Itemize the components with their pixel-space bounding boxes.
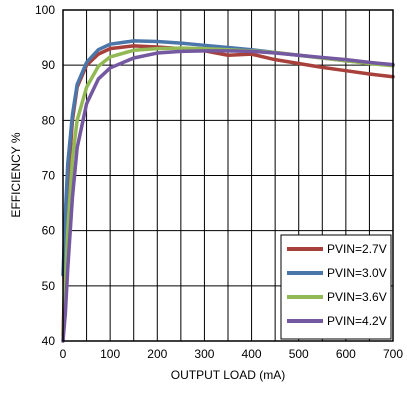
legend-label: PVIN=4.2V	[327, 314, 387, 328]
legend-label: PVIN=3.0V	[327, 266, 387, 280]
x-tick-label: 300	[194, 347, 214, 361]
series-lines	[61, 39, 395, 343]
x-tick-label: 600	[336, 347, 356, 361]
legend-label: PVIN=3.6V	[327, 290, 387, 304]
legend: PVIN=2.7V PVIN=3.0V PVIN=3.6V PVIN=4.2V	[280, 234, 392, 340]
x-tick-label: 100	[100, 347, 120, 361]
y-tick-label: 40	[42, 334, 56, 348]
x-tick-label: 500	[289, 347, 309, 361]
y-tick-label: 100	[35, 3, 55, 17]
y-tick-label: 60	[42, 224, 56, 238]
series-line	[61, 49, 395, 343]
plot-frame	[62, 9, 394, 342]
y-tick-label: 80	[42, 113, 56, 127]
x-tick-label: 0	[60, 347, 67, 361]
tick-labels: 0 100 200 300 400 500 600 700 40 50 60 70 80 90 100	[35, 3, 403, 361]
y-tick-label: 50	[42, 279, 56, 293]
legend-label: PVIN=2.7V	[327, 242, 387, 256]
y-axis-label: EFFICIENCY %	[9, 132, 23, 217]
y-tick-label: 70	[42, 169, 56, 183]
x-tick-label: 400	[242, 347, 262, 361]
y-tick-label: 90	[42, 58, 56, 72]
x-axis-label: OUTPUT LOAD (mA)	[171, 368, 285, 382]
x-tick-label: 700	[383, 347, 403, 361]
x-tick-label: 200	[147, 347, 167, 361]
